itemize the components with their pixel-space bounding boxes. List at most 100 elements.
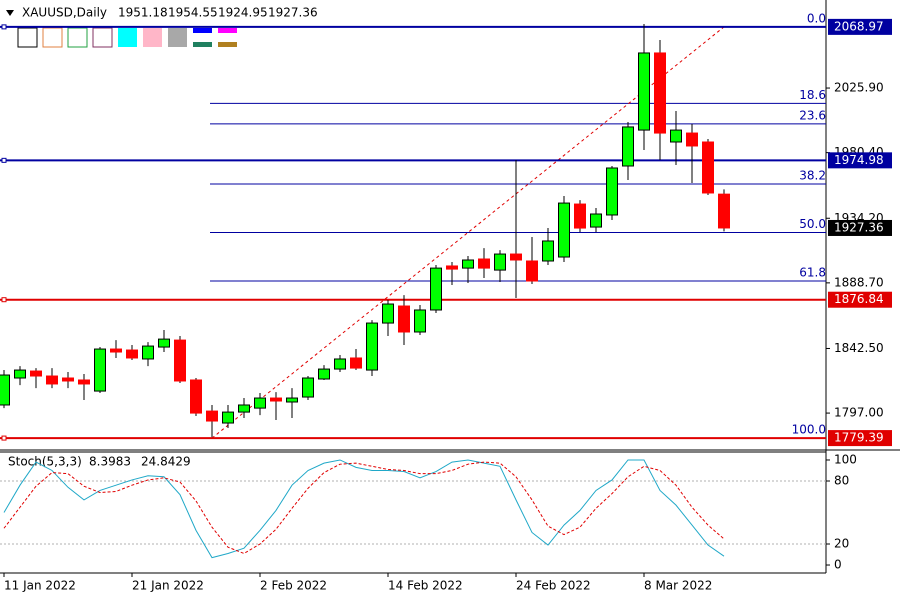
y-tick-label: 2025.90 [834,81,884,95]
x-tick-label: 14 Feb 2022 [388,579,463,593]
price-box [828,152,892,169]
indicator-title: Stoch(5,3,3) [8,455,82,469]
candle-body-up [430,267,442,311]
price-box [828,430,892,447]
candle-body-up [558,202,570,258]
candle-body-down [78,379,90,385]
candle-body-down [686,132,698,147]
symbol-title: XAUUSD,Daily [22,6,107,20]
candle-body-down [174,339,186,382]
ohlc-close: 1927.36 [268,6,318,20]
candle-body-up [494,253,506,271]
fib-label: 0.0 [807,11,826,25]
color-swatch[interactable] [118,28,137,47]
candle-body-down [478,258,490,269]
candle-body-up [606,167,618,216]
price-line-anchor [1,157,7,163]
fib-label: 61.8 [799,266,826,280]
color-swatch[interactable] [67,27,88,48]
candle-body-up [0,374,10,406]
price-line-anchor [1,297,7,303]
price-box-label: 1779.39 [834,431,884,445]
color-swatch[interactable] [17,27,38,48]
candle-body-down [110,348,122,353]
candle-body-down [398,305,410,333]
candle-body-up [286,397,298,403]
ohlc-open: 1951.18 [118,6,168,20]
candle-body-down [574,203,586,229]
candle-body-up [366,322,378,371]
candle-body-down [718,193,730,229]
y-tick-label: 1797.00 [834,406,884,420]
y-tick-label: 1842.50 [834,341,884,355]
x-tick-label: 24 Feb 2022 [516,579,591,593]
menu-arrow[interactable] [6,10,14,16]
y-tick-label: 80 [834,473,849,487]
candle-body-up [590,213,602,228]
color-swatch[interactable] [218,42,237,47]
color-palette [17,27,237,48]
fib-label: 18.6 [799,88,826,102]
candle-body-down [350,357,362,369]
stoch-signal-line [3,461,725,555]
candle-body-up [670,129,682,143]
candle-body-up [382,303,394,324]
candle-body-down [510,253,522,261]
candle-body-up [622,126,634,167]
x-tick-label: 11 Jan 2022 [4,579,76,593]
candle-body-up [638,52,650,131]
candle-body-down [126,349,138,359]
price-line-anchor [1,24,7,30]
candle-body-down [206,410,218,422]
ohlc-low: 1924.95 [218,6,268,20]
candle-body-down [270,397,282,402]
candle-body-up [238,404,250,413]
candle-body-down [702,141,714,194]
price-box-label: 1974.98 [834,153,884,167]
fib-label: 38.2 [799,168,826,182]
color-swatch[interactable] [92,27,113,48]
y-tick-label: 20 [834,537,849,551]
color-swatch[interactable] [218,28,237,33]
color-swatch[interactable] [168,28,187,47]
price-box [828,18,892,35]
stoch-main-line [3,459,725,559]
color-swatch[interactable] [42,27,63,48]
x-tick-label: 21 Jan 2022 [132,579,204,593]
candle-body-up [414,309,426,333]
current-price-box [828,219,892,236]
y-tick-label: 0 [834,558,842,572]
color-swatch[interactable] [193,28,212,33]
candle-body-down [526,260,538,282]
candle-body-up [542,240,554,262]
candle-body-up [302,377,314,398]
candle-body-down [446,265,458,270]
candle-body-up [254,397,266,409]
candle-body-down [62,377,74,382]
price-line-anchor [1,435,7,441]
fib-label: 50.0 [799,217,826,231]
candle-body-down [654,52,666,134]
candle-body-up [94,348,106,392]
candle-body-up [158,338,170,348]
y-tick-label: 100 [834,452,857,466]
candle-body-up [318,368,330,380]
candle-body-down [46,375,58,385]
candle-body-up [222,411,234,424]
fib-label: 100.0 [792,423,826,437]
ohlc-high: 1954.55 [168,6,218,20]
indicator-main-value: 8.3983 [89,455,131,469]
candle-body-down [190,379,202,414]
price-box-label: 2068.97 [834,19,884,33]
fib-label: 23.6 [799,108,826,122]
candle-body-up [334,358,346,370]
color-swatch[interactable] [143,28,162,47]
y-tick-label: 1888.70 [834,275,884,289]
x-tick-label: 8 Mar 2022 [644,579,712,593]
candle-body-up [462,259,474,269]
price-box-label: 1876.84 [834,292,884,306]
candle-body-up [14,369,26,379]
color-swatch[interactable] [193,42,212,47]
indicator-signal-value: 24.8429 [141,455,191,469]
